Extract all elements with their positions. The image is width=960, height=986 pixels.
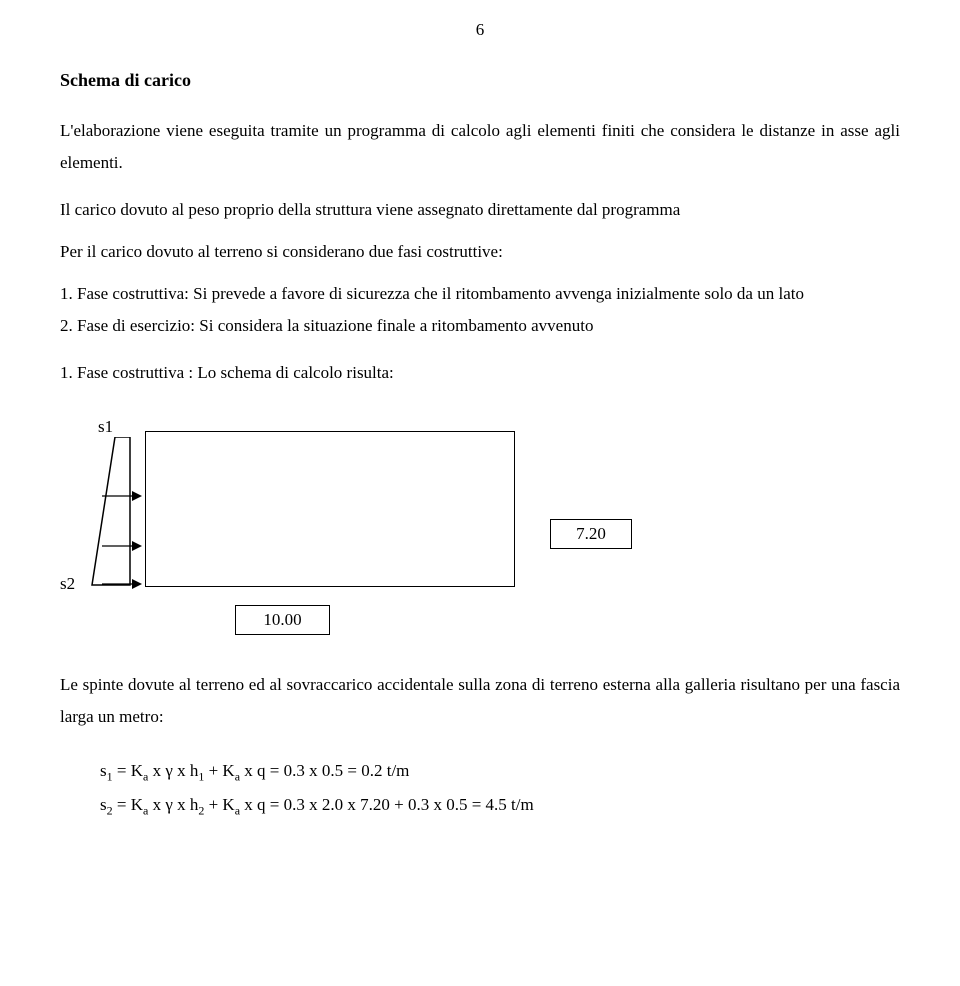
dimension-right-value: 7.20 (576, 524, 606, 544)
paragraph-3: Per il carico dovuto al terreno si consi… (60, 236, 900, 268)
arrow-bottom-icon (102, 577, 142, 591)
diagram: s1 s2 7.20 (60, 419, 700, 629)
dimension-right: 7.20 (550, 519, 632, 549)
dimension-bottom: 10.00 (235, 605, 330, 635)
list-item-1: 1. Fase costruttiva: Si prevede a favore… (60, 278, 900, 310)
page: 6 Schema di carico L'elaborazione viene … (0, 0, 960, 862)
formula-1: s1 = Ka x γ x h1 + Ka x q = 0.3 x 0.5 = … (100, 754, 900, 788)
result-line: 1. Fase costruttiva : Lo schema di calco… (60, 357, 900, 389)
load-trapezoid (90, 437, 150, 589)
label-s1: s1 (98, 417, 113, 437)
diagram-wrap: s1 s2 7.20 (60, 419, 900, 629)
formula-2: s2 = Ka x γ x h2 + Ka x q = 0.3 x 2.0 x … (100, 788, 900, 822)
paragraph-1: L'elaborazione viene eseguita tramite un… (60, 115, 900, 180)
label-s2: s2 (60, 574, 75, 594)
arrow-top-icon (102, 489, 142, 503)
section-heading: Schema di carico (60, 70, 900, 91)
paragraph-4: Le spinte dovute al terreno ed al sovrac… (60, 669, 900, 734)
paragraph-2: Il carico dovuto al peso proprio della s… (60, 194, 900, 226)
page-number: 6 (60, 20, 900, 40)
arrow-mid-icon (102, 539, 142, 553)
formula-block: s1 = Ka x γ x h1 + Ka x q = 0.3 x 0.5 = … (60, 754, 900, 823)
main-rectangle (145, 431, 515, 587)
list-item-2: 2. Fase di esercizio: Si considera la si… (60, 310, 900, 342)
dimension-bottom-value: 10.00 (263, 610, 301, 630)
